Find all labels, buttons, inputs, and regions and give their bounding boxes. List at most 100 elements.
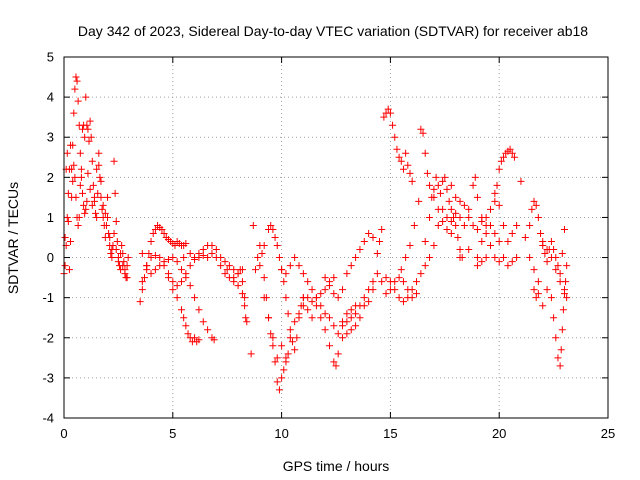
data-point (64, 189, 72, 197)
data-point (278, 266, 286, 274)
data-point (171, 242, 179, 250)
data-point (557, 346, 565, 354)
data-point (74, 97, 82, 105)
data-point (517, 177, 525, 185)
y-tick-label: -4 (42, 411, 54, 426)
data-point (178, 306, 186, 314)
data-point (114, 258, 122, 266)
data-point (473, 262, 481, 270)
data-point (558, 250, 566, 258)
data-point (186, 250, 194, 258)
data-point (486, 205, 494, 213)
data-point (108, 254, 116, 262)
data-point (508, 229, 516, 237)
data-point (76, 149, 84, 157)
y-axis-label: SDTVAR / TECUs (5, 182, 21, 294)
data-point (452, 221, 460, 229)
x-tick-label: 25 (601, 426, 615, 441)
data-point (365, 229, 373, 237)
data-point (88, 157, 96, 165)
data-point (102, 221, 110, 229)
data-point (410, 221, 418, 229)
data-point (432, 173, 440, 181)
y-tick-label: 0 (47, 250, 54, 265)
data-point (421, 238, 429, 246)
data-point (539, 302, 547, 310)
data-point (373, 250, 381, 258)
data-point (156, 254, 164, 262)
data-point (160, 262, 168, 270)
data-point (182, 270, 190, 278)
data-point (419, 129, 427, 137)
data-point (373, 270, 381, 278)
data-point (325, 342, 333, 350)
data-point (221, 270, 229, 278)
data-point (195, 306, 203, 314)
data-point (291, 254, 299, 262)
x-tick-label: 10 (274, 426, 288, 441)
data-point (81, 209, 89, 217)
data-point (495, 201, 503, 209)
data-point (500, 153, 508, 161)
data-point (423, 169, 431, 177)
data-point (112, 217, 120, 225)
data-point (65, 266, 73, 274)
data-point (107, 250, 115, 258)
data-point (436, 189, 444, 197)
data-point (330, 322, 338, 330)
data-point (380, 113, 388, 121)
data-point (242, 314, 250, 322)
data-point (452, 209, 460, 217)
x-axis-label: GPS time / hours (283, 458, 390, 474)
data-point (339, 322, 347, 330)
data-point (447, 205, 455, 213)
x-tick-labels: 0 5 10 15 20 25 (60, 426, 615, 441)
data-point (136, 298, 144, 306)
data-point (547, 294, 555, 302)
data-point (208, 250, 216, 258)
x-tick-label: 20 (492, 426, 506, 441)
data-point (434, 205, 442, 213)
data-point (124, 254, 132, 262)
data-point (554, 354, 562, 362)
data-point (158, 225, 166, 233)
data-point (106, 234, 114, 241)
data-point (145, 250, 153, 258)
data-point (147, 238, 155, 246)
data-point (556, 270, 564, 278)
data-point (92, 209, 100, 217)
data-point (554, 262, 562, 270)
data-point (541, 250, 549, 258)
data-point (391, 133, 399, 141)
data-point (210, 336, 218, 344)
y-tick-label: 5 (47, 50, 54, 65)
data-point (199, 246, 207, 254)
data-point (469, 221, 477, 229)
data-point (199, 252, 207, 260)
data-point (330, 358, 338, 366)
data-point (369, 278, 377, 286)
data-point (334, 350, 342, 358)
data-point (191, 334, 199, 342)
data-point (454, 234, 462, 241)
data-point (397, 157, 405, 165)
data-point (399, 298, 407, 306)
data-point (180, 254, 188, 262)
data-point (339, 286, 347, 294)
data-point (360, 238, 368, 246)
data-point (160, 229, 168, 237)
data-point (352, 322, 360, 330)
data-point (299, 302, 307, 310)
data-point (273, 242, 281, 250)
data-point (204, 254, 212, 262)
data-point (389, 121, 397, 129)
data-point (426, 254, 434, 262)
data-point (291, 318, 299, 326)
data-point (312, 302, 320, 310)
data-point (112, 246, 120, 254)
data-point (282, 354, 290, 362)
data-point (199, 318, 207, 326)
data-point (402, 254, 410, 262)
data-point (293, 334, 301, 342)
y-tick-label: 1 (47, 210, 54, 225)
